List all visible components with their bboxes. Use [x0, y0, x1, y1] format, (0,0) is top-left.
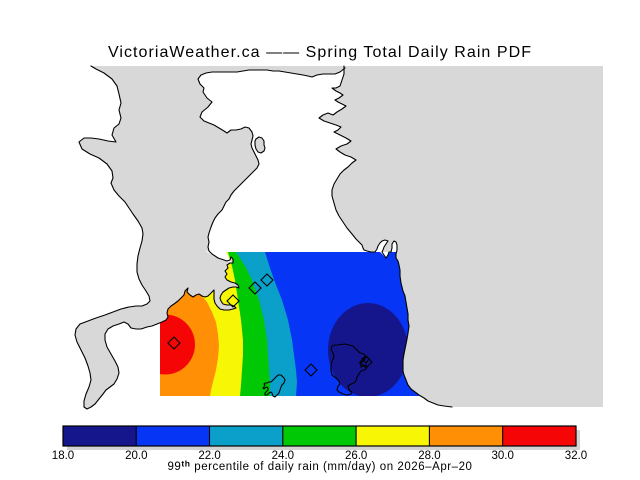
svg-text:18.0: 18.0: [52, 450, 74, 462]
svg-text:20.0: 20.0: [125, 450, 147, 462]
svg-text:26.0: 26.0: [345, 450, 367, 462]
svg-text:22.0: 22.0: [198, 450, 220, 462]
svg-text:32.0: 32.0: [565, 450, 587, 462]
svg-text:VictoriaWeather.ca —— Spring T: VictoriaWeather.ca —— Spring Total Daily…: [108, 44, 532, 61]
svg-text:24.0: 24.0: [272, 450, 294, 462]
svg-text:99th percentile of daily rain: 99th percentile of daily rain (mm/day) o…: [167, 459, 472, 474]
svg-text:30.0: 30.0: [492, 450, 514, 462]
svg-text:28.0: 28.0: [418, 450, 440, 462]
